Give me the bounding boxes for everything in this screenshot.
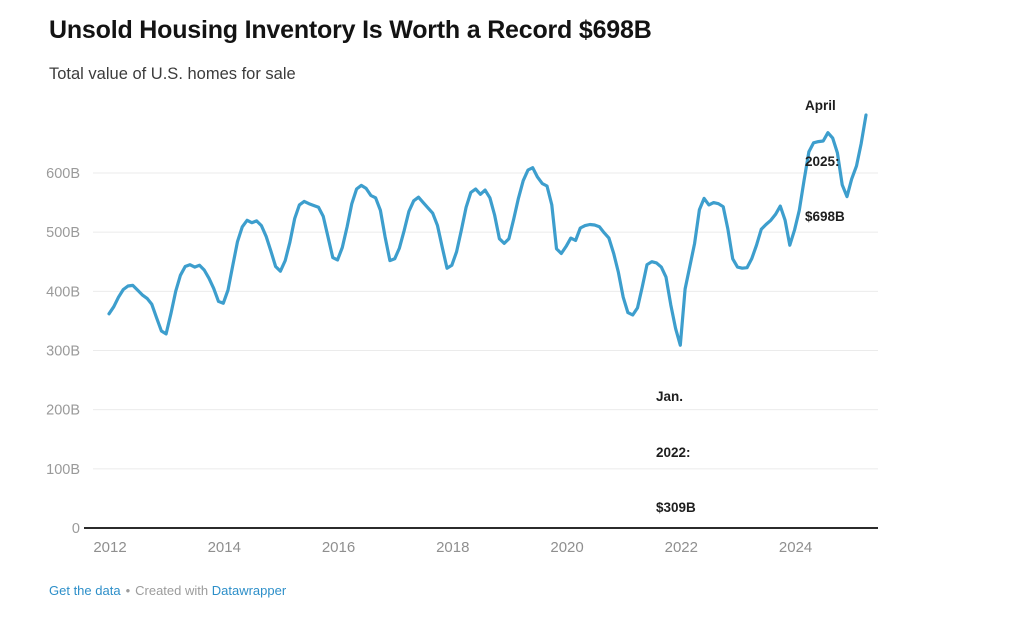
y-axis-labels: 600B 500B 400B 300B 200B 100B 0 — [46, 166, 80, 537]
annotation-line: April — [805, 98, 836, 113]
chart-footer: Get the data • Created with Datawrapper — [49, 583, 286, 598]
x-tick-label: 2020 — [550, 539, 583, 556]
gridlines — [84, 172, 878, 529]
x-tick-label: 2016 — [322, 539, 355, 556]
annotation-jan-2022: Jan. 2022: $309B — [656, 351, 696, 555]
annotation-line: $309B — [656, 500, 696, 515]
x-tick-label: 2022 — [665, 539, 698, 556]
x-tick-label: 2024 — [779, 539, 812, 556]
x-tick-label: 2014 — [208, 539, 241, 556]
y-tick-label: 500B — [46, 225, 80, 241]
annotation-line: $698B — [805, 209, 845, 224]
footer-separator: • — [125, 583, 131, 598]
inventory-line — [107, 113, 868, 347]
y-tick-label: 100B — [46, 462, 80, 478]
y-tick-label: 300B — [46, 343, 80, 359]
get-the-data-link[interactable]: Get the data — [49, 583, 121, 598]
y-tick-label: 0 — [72, 521, 80, 537]
y-tick-label: 400B — [46, 284, 80, 300]
datawrapper-link[interactable]: Datawrapper — [211, 583, 287, 598]
y-tick-label: 200B — [46, 403, 80, 419]
x-tick-label: 2012 — [93, 539, 126, 556]
annotation-line: 2022: — [656, 444, 691, 460]
annotation-line: 2025: — [805, 153, 840, 169]
annotation-april-2025: April 2025: $698B — [805, 60, 845, 264]
chart-title: Unsold Housing Inventory Is Worth a Reco… — [49, 16, 652, 44]
x-tick-label: 2018 — [436, 539, 469, 556]
footer-credit-text: Created with — [135, 583, 209, 598]
annotation-line: Jan. — [656, 389, 684, 404]
x-axis-labels: 2012 2014 2016 2018 2020 2022 2024 — [93, 539, 812, 556]
y-tick-label: 600B — [46, 166, 80, 182]
chart-subtitle: Total value of U.S. homes for sale — [49, 65, 296, 83]
